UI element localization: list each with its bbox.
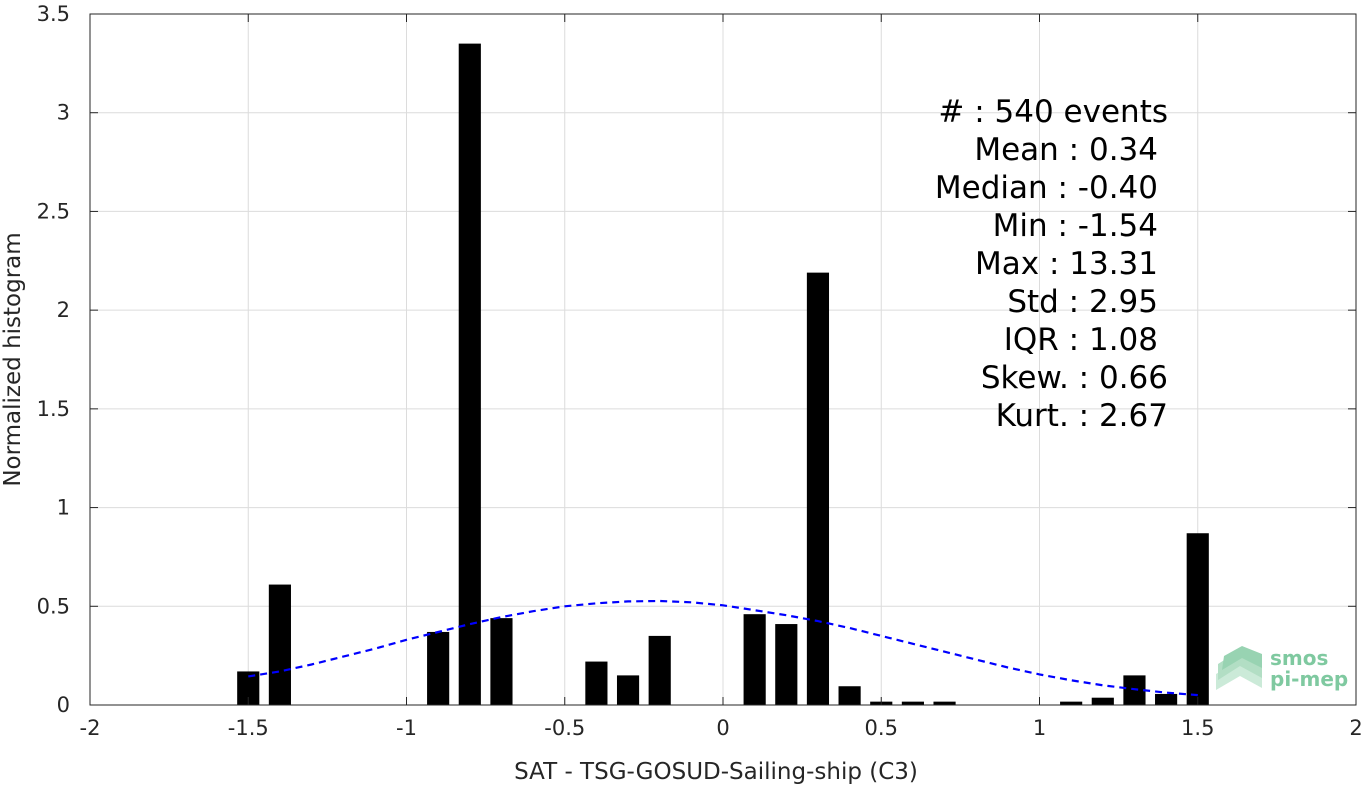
histogram-bar xyxy=(743,614,766,705)
x-tick-label: 0 xyxy=(716,716,729,740)
stats-line: Mean : 0.34 xyxy=(974,132,1158,168)
bars-group xyxy=(237,43,1209,706)
histogram-bar xyxy=(616,675,640,705)
x-tick-label: -0.5 xyxy=(544,716,585,740)
histogram-bar xyxy=(775,624,798,705)
histogram-bar xyxy=(648,635,671,705)
y-tick-label: 3 xyxy=(57,101,70,125)
stats-line: Max : 13.31 xyxy=(975,246,1158,282)
histogram-bar xyxy=(1186,533,1209,705)
fit-curve xyxy=(248,599,1198,697)
y-tick-label: 2 xyxy=(57,298,70,322)
logo-icon xyxy=(1216,646,1262,690)
y-tick-label: 2.5 xyxy=(37,199,70,223)
x-tick-label: 1 xyxy=(1033,716,1046,740)
x-tick-label: 1.5 xyxy=(1181,716,1214,740)
stats-line: IQR : 1.08 xyxy=(1004,322,1158,358)
x-axis-label: SAT - TSG-GOSUD-Sailing-ship (C3) xyxy=(514,759,918,785)
histogram-bar xyxy=(1091,697,1114,705)
histogram-bar xyxy=(268,584,291,705)
y-tick-label: 0.5 xyxy=(37,594,70,618)
stats-line: Skew. : 0.66 xyxy=(981,360,1168,396)
histogram-bar xyxy=(585,661,608,705)
x-tick-label: -1.5 xyxy=(228,716,269,740)
histogram-bar xyxy=(1060,701,1083,705)
logo-text-pimep: pi-mep xyxy=(1270,667,1348,691)
y-tick-label: 1 xyxy=(57,496,70,520)
histogram-bar xyxy=(933,701,956,705)
x-tick-label: -1 xyxy=(396,716,417,740)
y-tick-label: 3.5 xyxy=(37,2,70,26)
smos-pi-mep-logo: smos pi-mep xyxy=(1216,646,1348,691)
stats-line: Std : 2.95 xyxy=(1007,284,1158,320)
histogram-bar xyxy=(838,686,861,705)
histogram-bar xyxy=(490,618,513,705)
x-tick-label: 2 xyxy=(1349,716,1362,740)
stats-line: # : 540 events xyxy=(938,94,1168,130)
histogram-bar xyxy=(458,43,481,706)
y-tick-label: 0 xyxy=(57,693,70,717)
axis-ticks: -2 -1.5 -1 -0.5 0 0.5 1 1.5 2 0 0.5 1 1.5 2 2.5 3 3.5 xyxy=(37,2,1363,740)
histogram-bar xyxy=(237,671,260,705)
histogram-bar xyxy=(806,272,830,705)
histogram-bar xyxy=(901,701,924,705)
stats-line: Min : -1.54 xyxy=(993,208,1158,244)
x-tick-label: -2 xyxy=(80,716,101,740)
stats-line: Kurt. : 2.67 xyxy=(996,398,1168,434)
y-tick-label: 1.5 xyxy=(37,397,70,421)
stats-line: Median : -0.40 xyxy=(935,170,1158,206)
histogram-bar xyxy=(427,631,450,705)
histogram-bar xyxy=(1155,693,1178,705)
y-axis-label: Normalized histogram xyxy=(0,232,26,486)
x-tick-label: 0.5 xyxy=(865,716,898,740)
logo-text-smos: smos xyxy=(1270,646,1328,670)
